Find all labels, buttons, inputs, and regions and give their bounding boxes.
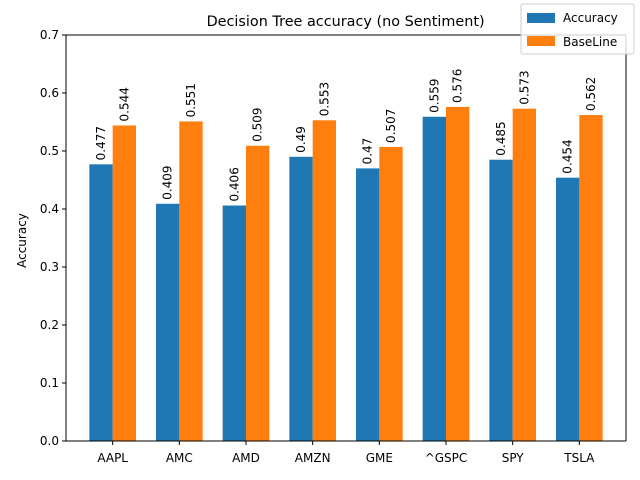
value-label-baseline-amzn: 0.553 bbox=[317, 82, 331, 116]
x-tick-label-spy: SPY bbox=[502, 451, 525, 465]
value-label-accuracy-tsla: 0.454 bbox=[561, 139, 575, 173]
value-label-baseline-aapl: 0.544 bbox=[117, 87, 131, 121]
y-tick-label: 0.1 bbox=[40, 376, 59, 390]
legend-swatch-baseline bbox=[527, 36, 555, 46]
x-tick-label-amd: AMD bbox=[232, 451, 260, 465]
value-label-accuracy-amd: 0.406 bbox=[227, 167, 241, 201]
bar-accuracy-gspc bbox=[422, 116, 446, 441]
x-tick-label-gspc: ^GSPC bbox=[425, 451, 468, 465]
x-tick-label-amzn: AMZN bbox=[295, 451, 331, 465]
y-tick-label: 0.0 bbox=[40, 434, 59, 448]
value-label-baseline-gme: 0.507 bbox=[384, 109, 398, 143]
chart-title: Decision Tree accuracy (no Sentiment) bbox=[207, 14, 485, 30]
value-label-baseline-amd: 0.509 bbox=[251, 107, 265, 141]
bar-baseline-amd bbox=[246, 145, 270, 441]
legend: Accuracy BaseLine bbox=[520, 3, 635, 55]
y-tick-label: 0.3 bbox=[40, 260, 59, 274]
bar-accuracy-aapl bbox=[89, 164, 113, 441]
value-label-baseline-tsla: 0.562 bbox=[584, 77, 598, 111]
bar-accuracy-amc bbox=[156, 203, 180, 441]
value-label-accuracy-amzn: 0.49 bbox=[294, 126, 308, 153]
bar-baseline-amc bbox=[179, 121, 203, 442]
value-label-accuracy-gme: 0.47 bbox=[361, 138, 375, 165]
value-label-accuracy-spy: 0.485 bbox=[494, 121, 508, 155]
bar-baseline-gme bbox=[379, 146, 403, 441]
bar-baseline-aapl bbox=[112, 125, 136, 441]
x-tick-label-aapl: AAPL bbox=[97, 451, 128, 465]
bar-accuracy-spy bbox=[489, 159, 513, 441]
bar-accuracy-amd bbox=[222, 205, 246, 441]
x-tick-label-tsla: TSLA bbox=[563, 451, 595, 465]
y-axis-label: Accuracy bbox=[15, 213, 29, 268]
value-label-baseline-spy: 0.573 bbox=[517, 70, 531, 104]
y-tick-label: 0.4 bbox=[40, 202, 59, 216]
value-label-accuracy-gspc: 0.559 bbox=[427, 78, 441, 112]
bar-baseline-gspc bbox=[446, 106, 470, 442]
bar-accuracy-gme bbox=[356, 168, 380, 441]
legend-swatch-accuracy bbox=[527, 13, 555, 23]
legend-label-baseline: BaseLine bbox=[563, 35, 617, 49]
value-label-accuracy-aapl: 0.477 bbox=[94, 126, 108, 160]
x-tick-label-amc: AMC bbox=[166, 451, 193, 465]
bar-baseline-amzn bbox=[312, 120, 336, 441]
bar-accuracy-amzn bbox=[289, 156, 313, 442]
value-label-baseline-amc: 0.551 bbox=[184, 83, 198, 117]
bar-accuracy-tsla bbox=[556, 177, 580, 441]
y-tick-label: 0.5 bbox=[40, 144, 59, 158]
bars-layer bbox=[89, 106, 603, 442]
y-tick-label: 0.7 bbox=[40, 28, 59, 42]
value-labels-layer: 0.477 0.409 0.406 0.49 0.47 0.559 0.485 0.454 0.… bbox=[94, 69, 598, 202]
y-tick-label: 0.6 bbox=[40, 86, 59, 100]
value-label-baseline-gspc: 0.576 bbox=[451, 69, 465, 103]
bar-baseline-tsla bbox=[579, 115, 603, 441]
legend-label-accuracy: Accuracy bbox=[563, 11, 618, 25]
bar-baseline-spy bbox=[512, 108, 536, 441]
value-label-accuracy-amc: 0.409 bbox=[161, 165, 175, 199]
y-tick-label: 0.2 bbox=[40, 318, 59, 332]
x-tick-label-gme: GME bbox=[366, 451, 393, 465]
